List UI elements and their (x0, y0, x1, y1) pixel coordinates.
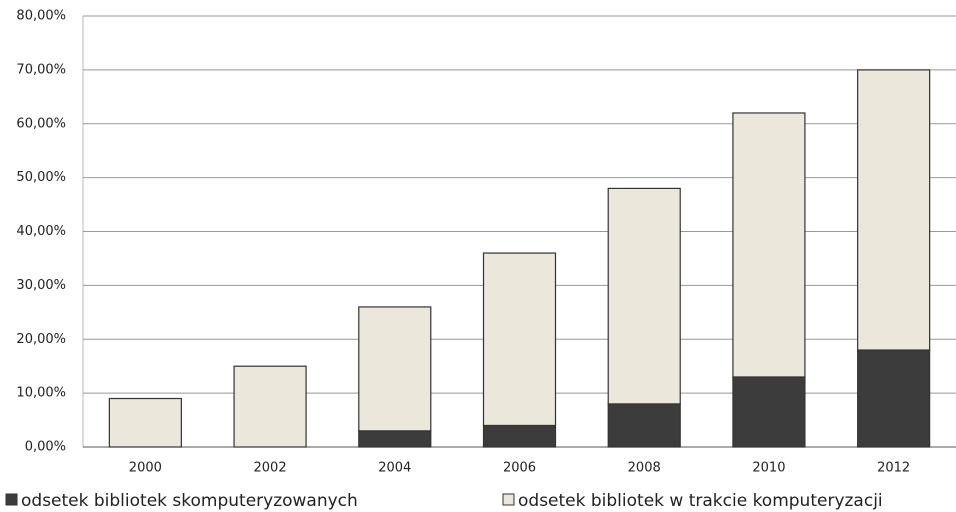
bar-segment (233, 365, 307, 448)
x-tick-label: 2002 (254, 461, 287, 476)
bar-segment (607, 187, 681, 405)
bar-segment (358, 430, 432, 448)
bar-segment (607, 403, 681, 448)
y-tick-label: 80,00% (16, 9, 66, 24)
x-tick-label: 2006 (503, 461, 536, 476)
bar-segment (857, 349, 931, 448)
legend-label: odsetek bibliotek w trakcie komputeryzac… (518, 491, 883, 511)
bar-segment (732, 112, 806, 378)
y-tick-label: 20,00% (16, 332, 66, 347)
x-tick-label: 2004 (378, 461, 411, 476)
legend-label: odsetek bibliotek skomputeryzowanych (21, 491, 358, 511)
legend-swatch (502, 493, 515, 506)
legend-swatch (5, 493, 18, 506)
y-tick-label: 40,00% (16, 224, 66, 239)
x-tick-label: 2010 (752, 461, 785, 476)
y-tick-label: 60,00% (16, 116, 66, 131)
bar-segment (857, 69, 931, 351)
y-tick-label: 0,00% (25, 440, 66, 455)
bar-segment (358, 306, 432, 432)
bar-segment (108, 397, 182, 448)
y-tick-label: 50,00% (16, 170, 66, 185)
y-tick-label: 10,00% (16, 386, 66, 401)
bar-segment (732, 376, 806, 448)
x-tick-label: 2008 (628, 461, 661, 476)
y-tick-label: 30,00% (16, 278, 66, 293)
x-tick-label: 2000 (129, 461, 162, 476)
x-tick-label: 2012 (877, 461, 910, 476)
bar-segment (482, 252, 557, 427)
y-tick-label: 70,00% (16, 62, 66, 77)
bar-segment (482, 424, 557, 448)
